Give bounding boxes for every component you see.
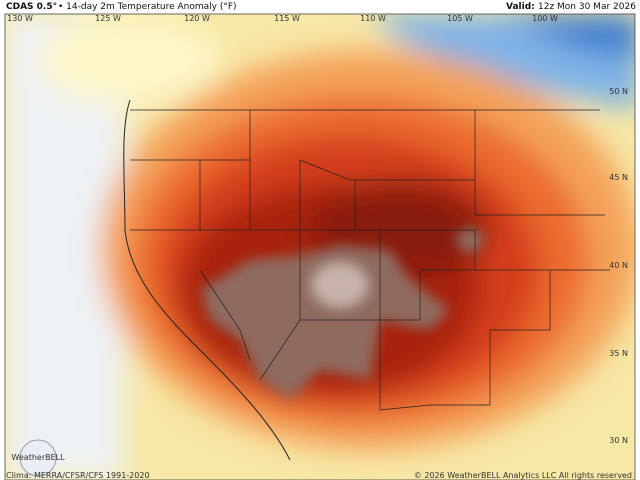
- valid-time: 12z Mon 30 Mar 2026: [538, 2, 636, 12]
- longitude-label: 120 W: [184, 14, 210, 23]
- longitude-label: 125 W: [95, 14, 121, 23]
- longitude-label: 110 W: [360, 14, 386, 23]
- latitude-label: 50 N: [609, 87, 628, 96]
- logo: WeatherBELL: [11, 439, 65, 477]
- valid-label: Valid:: [506, 2, 535, 12]
- longitude-label: 100 W: [532, 14, 558, 23]
- longitude-label: 115 W: [274, 14, 300, 23]
- copyright: © 2026 WeatherBELL Analytics LLC All rig…: [414, 471, 632, 480]
- latitude-labels: 50 N 45 N 40 N 35 N 30 N: [609, 87, 628, 445]
- map-frame: [4, 13, 636, 480]
- latitude-label: 40 N: [609, 261, 628, 270]
- model-label: CDAS 0.5°: [6, 2, 57, 12]
- latitude-label: 45 N: [609, 173, 628, 182]
- logo-text: WeatherBELL: [11, 453, 65, 462]
- latitude-label: 30 N: [609, 436, 628, 445]
- anomaly-field: [5, 14, 635, 480]
- longitude-label: 130 W: [7, 14, 33, 23]
- state-borders: [123, 99, 610, 461]
- longitude-label: 105 W: [447, 14, 473, 23]
- latitude-label: 35 N: [609, 349, 628, 358]
- climatology-note: Clima: MERRA/CFSR/CFS 1991-2020: [6, 471, 150, 480]
- map-title: • 14-day 2m Temperature Anomaly (°F): [58, 2, 237, 12]
- longitude-labels: 130 W 125 W 120 W 115 W 110 W 105 W 100 W: [7, 14, 558, 23]
